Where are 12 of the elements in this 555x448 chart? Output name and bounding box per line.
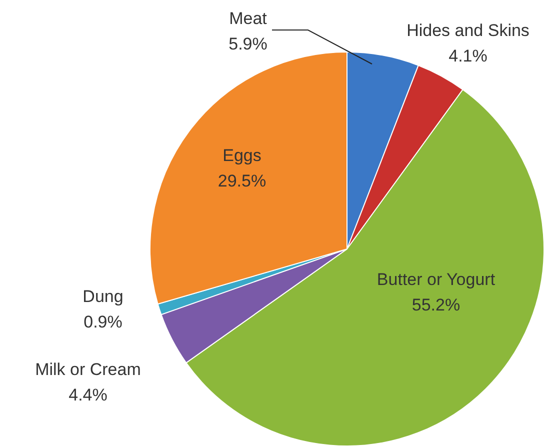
data-label: 5.9% [228, 34, 268, 53]
slice-label: Meat [229, 8, 268, 28]
slice-label: Butter or Yogurt [376, 270, 496, 288]
slice-label: Milk or Cream [35, 360, 141, 378]
data-label: 55.2% [412, 295, 460, 314]
data-label: 4.4% [68, 385, 108, 404]
slice-label: Dung [82, 286, 124, 306]
data-label: 4.1% [448, 46, 488, 65]
data-label: 0.9% [84, 312, 122, 331]
data-label: 29.5% [218, 171, 266, 190]
slice-label: Hides and Skins [406, 20, 530, 40]
slice-label: Eggs [222, 146, 262, 164]
